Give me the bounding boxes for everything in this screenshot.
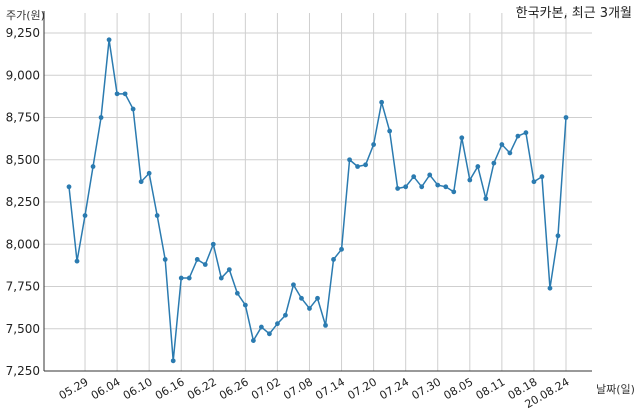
x-tick-label: 07.14 — [313, 375, 347, 402]
data-point — [491, 160, 497, 166]
data-point — [379, 99, 385, 105]
data-point — [122, 91, 128, 97]
data-point — [371, 142, 377, 147]
x-tick-labels: 05.2906.0406.1006.1606.2206.2607.0207.08… — [57, 375, 572, 411]
data-point — [483, 196, 489, 202]
data-point — [106, 37, 112, 43]
data-point — [531, 179, 537, 185]
data-point — [515, 133, 521, 139]
data-point — [323, 322, 328, 328]
axes — [43, 11, 592, 372]
data-point — [130, 106, 136, 112]
data-point — [210, 241, 216, 247]
data-point — [403, 184, 409, 190]
data-point — [267, 331, 272, 337]
x-tick-label: 07.02 — [249, 375, 283, 402]
y-tick-label: 8,250 — [6, 195, 40, 209]
data-point — [395, 186, 401, 191]
y-axis-label: 주가(원) — [6, 9, 45, 22]
x-tick-label: 08.11 — [474, 375, 508, 402]
x-tick-label: 07.30 — [409, 375, 443, 402]
data-point — [507, 150, 513, 156]
data-point — [283, 312, 288, 318]
data-point — [74, 258, 80, 264]
y-tick-label: 7,500 — [6, 322, 40, 336]
data-point — [162, 257, 168, 262]
data-point — [170, 358, 176, 364]
data-point — [194, 257, 200, 262]
data-point — [186, 275, 192, 281]
y-tick-label: 7,750 — [6, 280, 40, 294]
x-tick-label: 07.20 — [345, 375, 379, 402]
y-tick-label: 9,250 — [6, 26, 40, 40]
data-point — [98, 115, 104, 120]
data-point — [363, 162, 368, 168]
x-tick-label: 08.05 — [442, 375, 476, 402]
y-tick-label: 8,000 — [6, 237, 40, 251]
series-line — [68, 39, 567, 361]
chart-title: 한국카본, 최근 3개월 — [516, 6, 632, 21]
data-point — [154, 213, 160, 218]
data-point — [563, 115, 569, 120]
x-tick-label: 06.22 — [185, 375, 219, 402]
x-tick-label: 07.24 — [377, 375, 411, 402]
data-point — [138, 179, 144, 185]
x-tick-label: 06.10 — [121, 375, 155, 402]
data-point — [467, 177, 473, 183]
data-point — [331, 257, 336, 262]
data-point — [419, 184, 425, 190]
data-point — [547, 285, 553, 291]
data-point — [435, 182, 441, 188]
y-tick-labels: 7,250 7,500 7,750 8,000 8,250 8,500 8,750 9,000… — [6, 26, 40, 378]
data-point — [218, 275, 224, 281]
data-point — [339, 246, 344, 252]
data-point — [275, 321, 280, 327]
data-point — [226, 267, 232, 272]
data-point — [307, 306, 312, 311]
x-tick-label: 06.16 — [153, 375, 187, 402]
data-point — [299, 295, 304, 301]
y-tick-label: 7,250 — [6, 364, 40, 378]
data-point — [539, 174, 545, 180]
data-point — [443, 184, 449, 190]
data-point — [451, 189, 457, 195]
data-point — [315, 295, 320, 301]
data-point — [114, 91, 120, 97]
x-tick-label: 05.29 — [57, 375, 91, 402]
data-point — [427, 172, 433, 178]
data-points — [66, 37, 569, 364]
x-tick-label: 06.26 — [217, 375, 251, 402]
data-point — [499, 142, 505, 147]
data-point — [90, 164, 96, 169]
data-point — [146, 170, 152, 176]
x-tick-label: 07.08 — [281, 375, 315, 402]
data-point — [355, 164, 360, 169]
data-point — [82, 213, 88, 218]
series-line-layer — [68, 39, 567, 361]
data-point — [178, 275, 184, 281]
data-point — [250, 338, 256, 343]
data-point — [258, 324, 264, 330]
y-tick-label: 8,750 — [6, 111, 40, 125]
x-tick-label: 06.04 — [89, 375, 123, 402]
data-point — [555, 233, 561, 239]
data-point — [347, 157, 352, 163]
data-point — [234, 290, 240, 296]
data-point — [242, 302, 248, 308]
y-tick-label: 9,000 — [6, 68, 40, 82]
data-point — [202, 262, 208, 267]
x-axis-label: 날짜(일) — [596, 382, 635, 396]
data-point — [523, 130, 529, 136]
data-point — [475, 164, 481, 169]
grid — [44, 13, 592, 372]
data-point — [291, 282, 296, 288]
y-tick-label: 8,500 — [6, 153, 40, 167]
data-point — [66, 184, 72, 190]
data-point — [411, 174, 417, 180]
data-point — [387, 128, 393, 134]
data-point — [459, 135, 465, 141]
